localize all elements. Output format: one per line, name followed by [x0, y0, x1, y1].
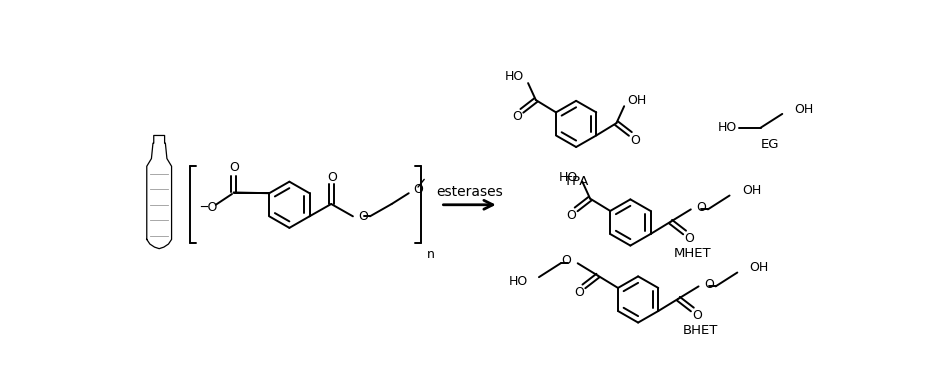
Text: O: O	[631, 134, 640, 147]
Text: O: O	[327, 171, 337, 184]
Text: MHET: MHET	[673, 247, 711, 260]
Text: esterases: esterases	[437, 185, 503, 199]
Text: O: O	[574, 286, 584, 299]
Text: O: O	[359, 210, 368, 223]
Text: HO: HO	[509, 275, 528, 288]
Text: OH: OH	[749, 262, 769, 274]
Text: O: O	[567, 209, 576, 222]
Text: O: O	[692, 309, 702, 322]
Text: BHET: BHET	[683, 324, 718, 337]
Text: O: O	[229, 161, 240, 174]
Text: HO: HO	[718, 121, 737, 134]
Text: TPA: TPA	[564, 175, 589, 188]
Text: O: O	[414, 183, 423, 196]
Text: O: O	[704, 278, 714, 291]
Text: HO: HO	[505, 70, 524, 83]
Text: O: O	[696, 201, 706, 213]
Text: HO: HO	[559, 170, 578, 183]
Text: O: O	[685, 232, 694, 245]
Text: O: O	[562, 255, 572, 267]
Text: OH: OH	[795, 103, 814, 116]
Polygon shape	[146, 135, 171, 249]
Text: O: O	[513, 111, 522, 124]
Text: OH: OH	[742, 185, 761, 197]
Text: EG: EG	[761, 138, 779, 151]
Text: ─O: ─O	[201, 201, 218, 213]
Text: OH: OH	[627, 93, 646, 107]
Text: n: n	[427, 248, 436, 261]
